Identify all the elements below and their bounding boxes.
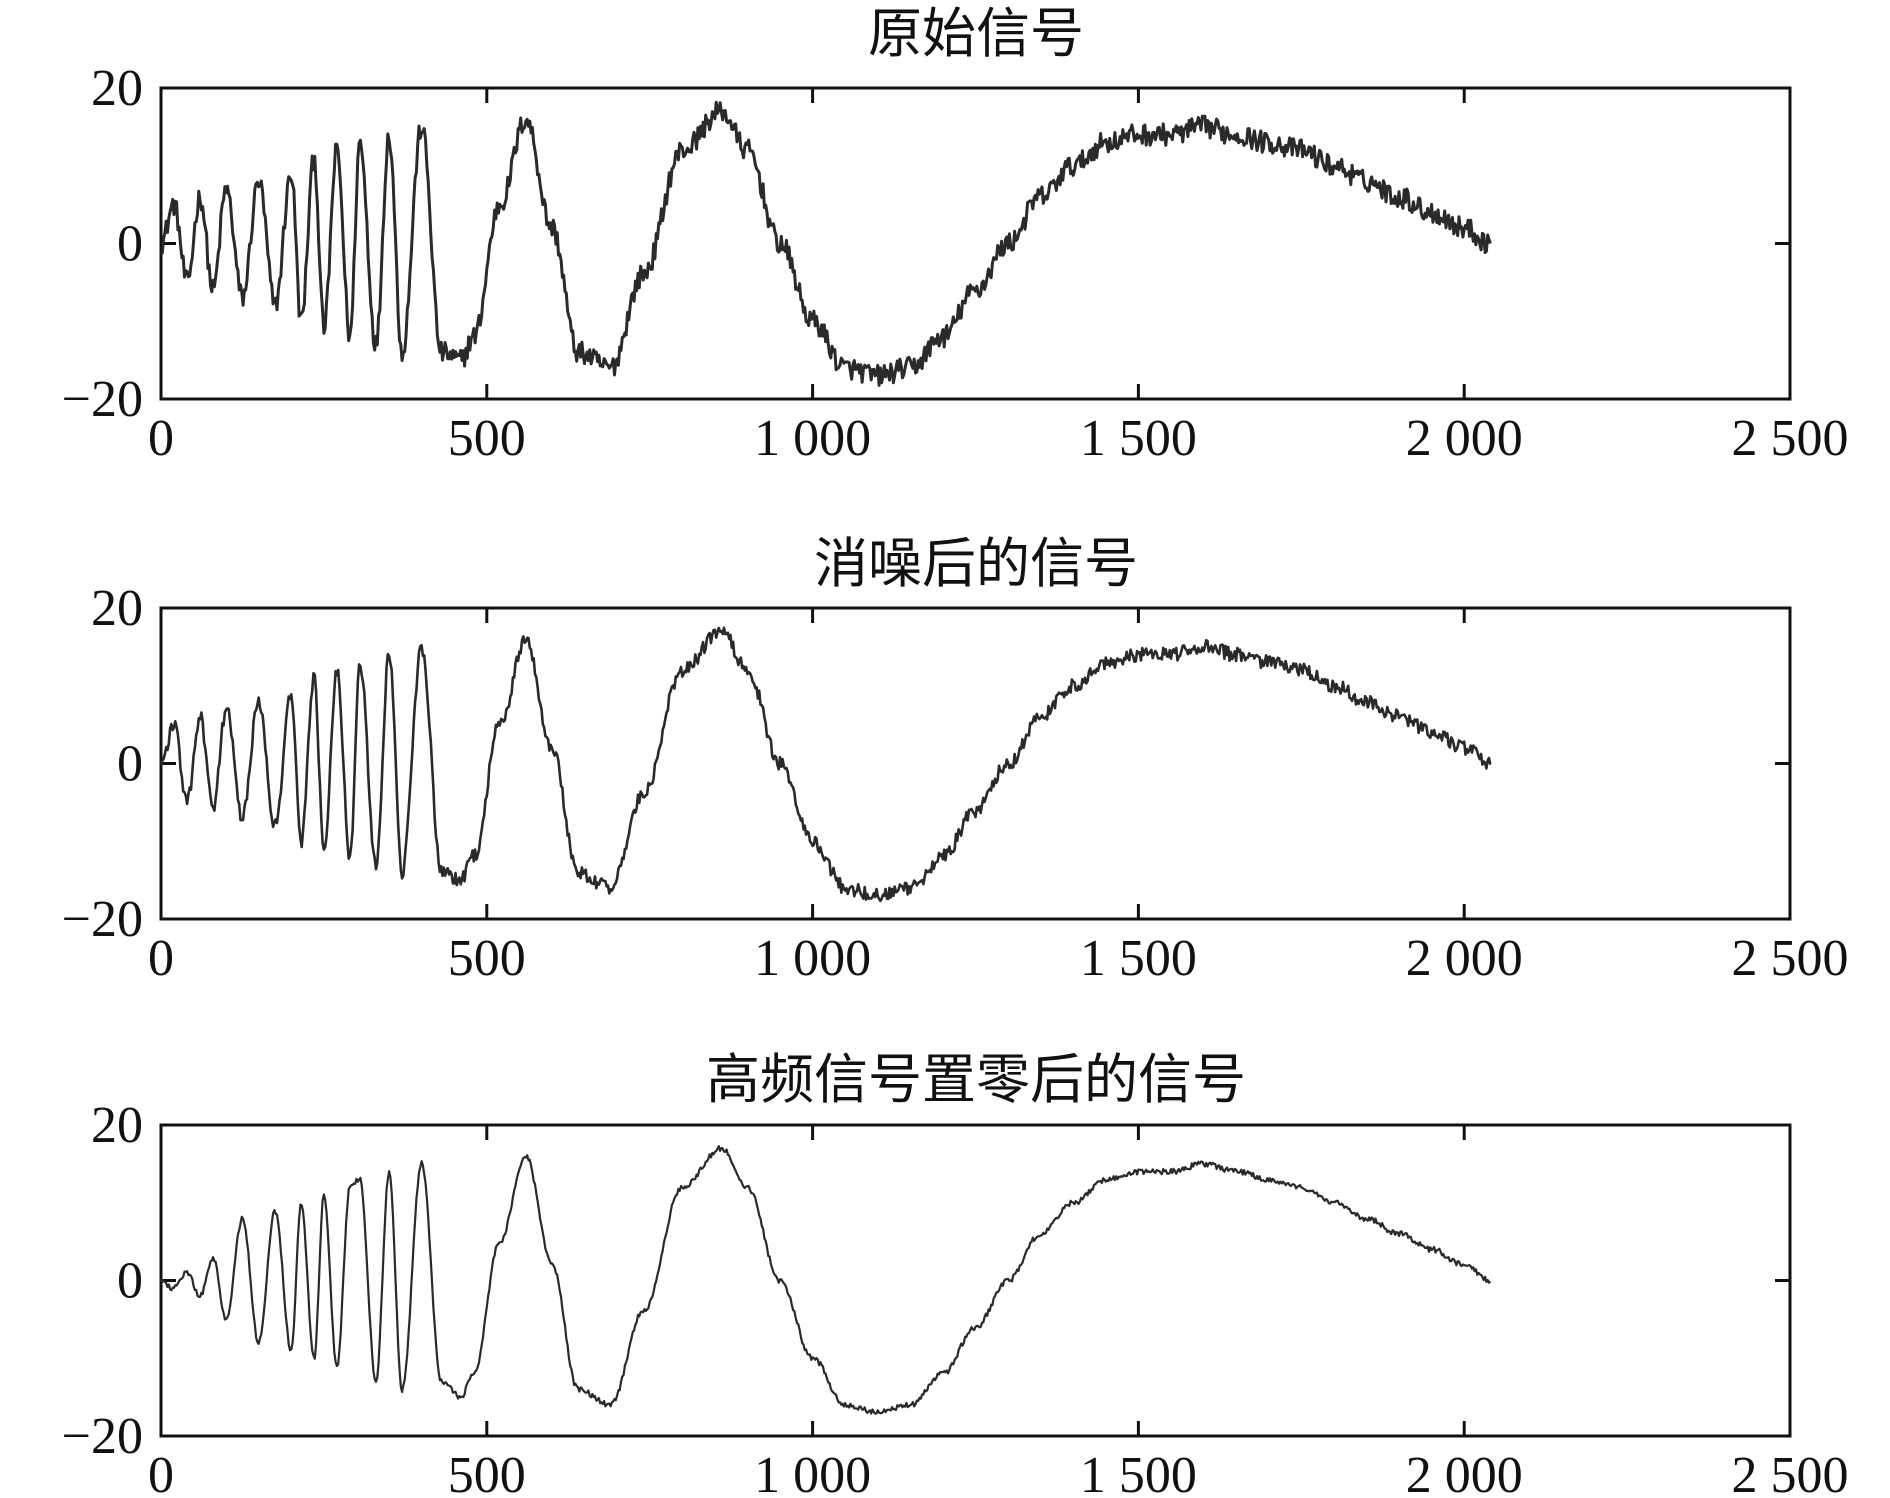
subplot-3-title: 高频信号置零后的信号 xyxy=(706,1048,1246,1111)
subplot-2-xtick-label-2: 1 000 xyxy=(754,930,871,987)
subplot-2-ytick-label-1: 0 xyxy=(117,736,143,793)
subplot-1-xtick-label-0: 0 xyxy=(148,410,174,467)
subplot-1-xtick-label-3: 1 500 xyxy=(1080,410,1197,467)
subplot-3-xtick-label-0: 0 xyxy=(148,1447,174,1498)
subplot-3-xtick-label-4: 2 000 xyxy=(1406,1447,1523,1498)
subplot-2-xtick-label-3: 1 500 xyxy=(1080,930,1197,987)
subplot-1-signal-line xyxy=(160,100,1492,387)
subplot-1-ytick-label-0: −20 xyxy=(62,371,143,428)
subplot-3: 高频信号置零后的信号 0 500 1 000 1 500 2 000 2 500−2002… xyxy=(62,1048,1849,1498)
subplot-1-ytick-label-2: 20 xyxy=(91,60,143,117)
subplot-3-axes-frame xyxy=(159,1123,1792,1438)
subplot-3-signal-line xyxy=(159,1145,1492,1415)
subplot-1-ytick-label-1: 0 xyxy=(117,216,143,273)
subplot-1-xtick-label-5: 2 500 xyxy=(1732,410,1849,467)
subplot-2-ytick-label-0: −20 xyxy=(62,891,143,948)
subplot-2-title: 消噪后的信号 xyxy=(814,532,1138,595)
subplot-3-xtick-label-2: 1 000 xyxy=(754,1447,871,1498)
subplot-2-xtick-label-5: 2 500 xyxy=(1732,930,1849,987)
subplot-3-ytick-label-1: 0 xyxy=(117,1253,143,1310)
subplot-2-axes-frame xyxy=(159,606,1792,921)
subplot-1-title: 原始信号 xyxy=(868,2,1084,65)
subplot-2-xtick-label-1: 500 xyxy=(448,930,526,987)
subplot-1-ticks xyxy=(159,86,1792,401)
subplot-3-xtick-label-5: 2 500 xyxy=(1732,1447,1849,1498)
subplot-2-ytick-label-2: 20 xyxy=(91,580,143,637)
subplot-3-ytick-label-2: 20 xyxy=(91,1097,143,1154)
subplot-3-xtick-label-1: 500 xyxy=(448,1447,526,1498)
subplot-2-xtick-label-0: 0 xyxy=(148,930,174,987)
subplot-1-xtick-label-1: 500 xyxy=(448,410,526,467)
subplot-2-xtick-label-4: 2 000 xyxy=(1406,930,1523,987)
subplot-3-xtick-label-3: 1 500 xyxy=(1080,1447,1197,1498)
subplot-2-ticks xyxy=(159,606,1792,921)
subplot-1-xtick-label-4: 2 000 xyxy=(1406,410,1523,467)
subplot-1-xtick-label-2: 1 000 xyxy=(754,410,871,467)
subplot-3-ticks xyxy=(159,1123,1792,1438)
subplot-3-ytick-label-0: −20 xyxy=(62,1408,143,1465)
subplot-2-signal-line xyxy=(159,626,1492,903)
